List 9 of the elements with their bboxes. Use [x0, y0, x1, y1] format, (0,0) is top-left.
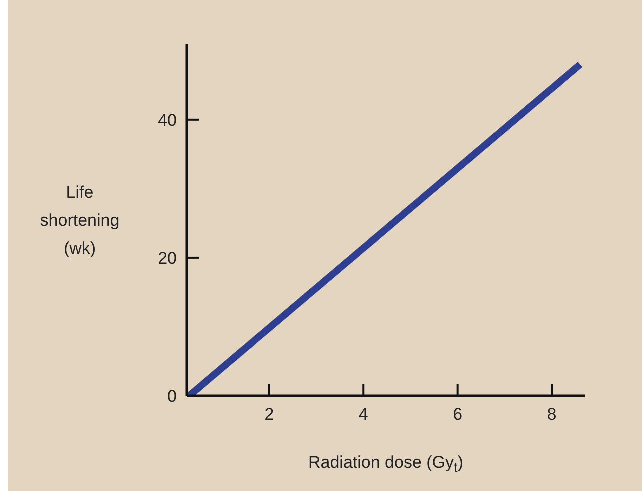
x-axis-title: Radiation dose (Gy$_{t}$): [308, 453, 464, 476]
x-tick-label: 4: [358, 405, 368, 424]
x-tick-label: 6: [453, 405, 463, 424]
x-tick-label: 8: [547, 405, 557, 424]
y-axis-title: Life shortening (wk): [40, 183, 120, 258]
x-tick-label: 2: [264, 405, 274, 424]
y-tick-label: 20: [158, 248, 177, 268]
y-tick-label: 0: [168, 387, 177, 406]
y-tick-label: 40: [158, 110, 177, 130]
